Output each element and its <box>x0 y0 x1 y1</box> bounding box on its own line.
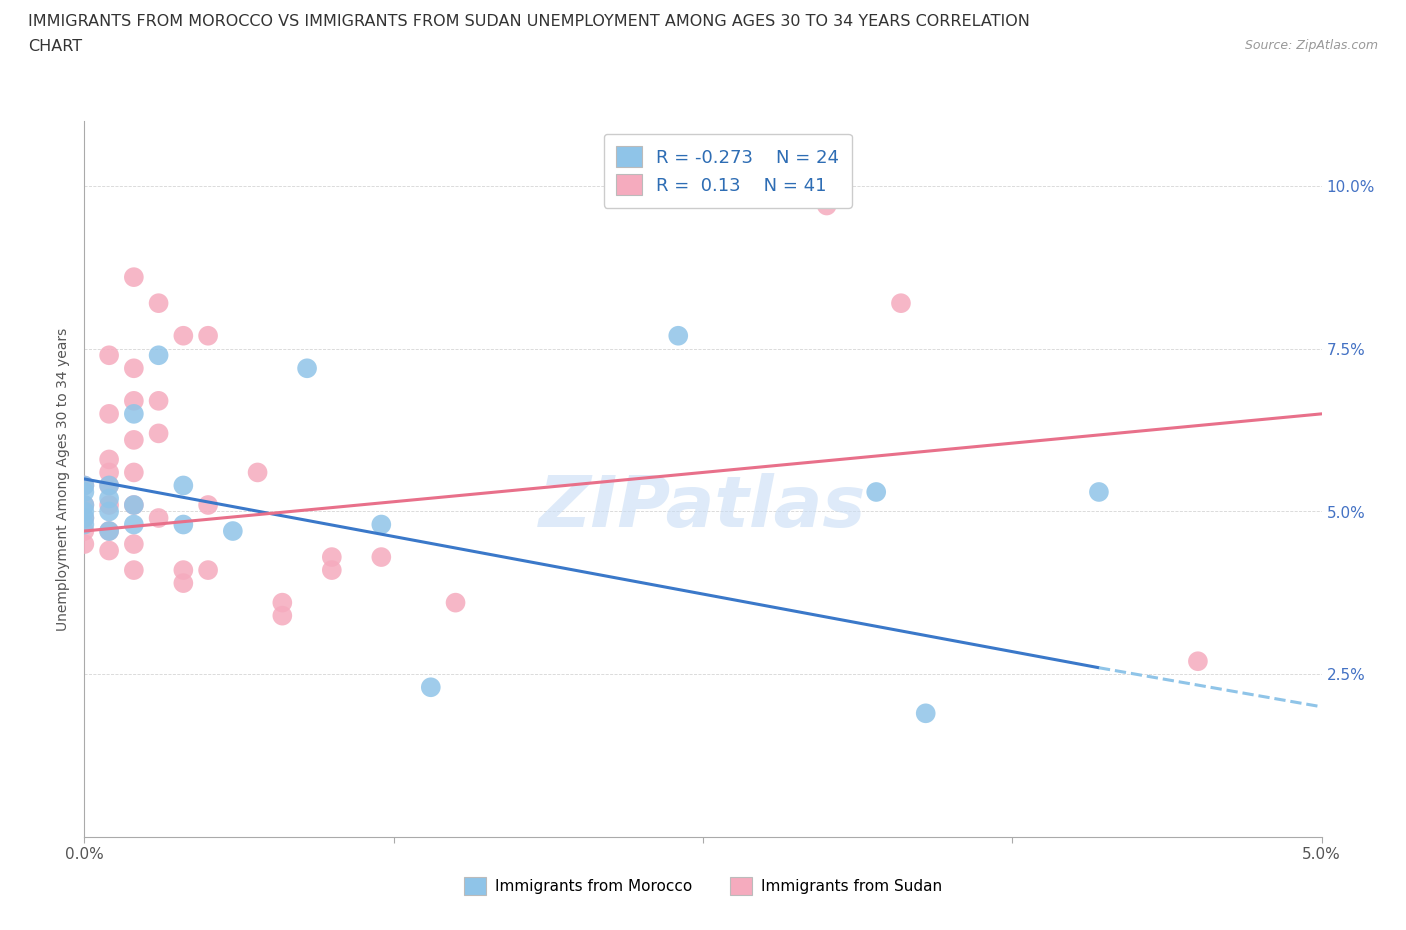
Point <box>98 498 121 512</box>
Point <box>73 511 96 525</box>
Point <box>271 608 294 623</box>
Point <box>122 517 145 532</box>
Point <box>122 498 145 512</box>
Point <box>172 563 194 578</box>
Point <box>122 465 145 480</box>
Point <box>73 517 96 532</box>
Point <box>148 393 170 408</box>
Point <box>73 478 96 493</box>
Point <box>73 504 96 519</box>
Point <box>98 543 121 558</box>
Point <box>98 452 121 467</box>
Point <box>73 537 96 551</box>
Point <box>73 511 96 525</box>
Point <box>122 498 145 512</box>
Point <box>370 550 392 565</box>
Text: IMMIGRANTS FROM MOROCCO VS IMMIGRANTS FROM SUDAN UNEMPLOYMENT AMONG AGES 30 TO 3: IMMIGRANTS FROM MOROCCO VS IMMIGRANTS FR… <box>28 14 1031 29</box>
Point <box>98 478 121 493</box>
Point <box>197 328 219 343</box>
Point <box>98 478 121 493</box>
Point <box>197 563 219 578</box>
Point <box>122 361 145 376</box>
Point <box>295 361 318 376</box>
Point <box>122 537 145 551</box>
Point <box>666 328 689 343</box>
Point <box>73 498 96 512</box>
Y-axis label: Unemployment Among Ages 30 to 34 years: Unemployment Among Ages 30 to 34 years <box>56 327 70 631</box>
Text: Source: ZipAtlas.com: Source: ZipAtlas.com <box>1244 39 1378 52</box>
Point <box>222 524 245 538</box>
Point <box>98 465 121 480</box>
Point <box>246 465 269 480</box>
Point <box>98 491 121 506</box>
Point <box>148 511 170 525</box>
Point <box>172 517 194 532</box>
Point <box>73 498 96 512</box>
Point <box>148 296 170 311</box>
Point <box>98 524 121 538</box>
Point <box>172 576 194 591</box>
Point <box>1187 654 1209 669</box>
Point <box>321 563 343 578</box>
Point <box>148 348 170 363</box>
Text: ZIPatlas: ZIPatlas <box>540 473 866 542</box>
Point <box>172 328 194 343</box>
Point <box>321 550 343 565</box>
Point <box>122 563 145 578</box>
Point <box>914 706 936 721</box>
Point <box>73 478 96 493</box>
Point <box>271 595 294 610</box>
Point <box>1088 485 1111 499</box>
Point <box>122 393 145 408</box>
Point <box>122 270 145 285</box>
Point <box>444 595 467 610</box>
Point <box>73 524 96 538</box>
Point <box>890 296 912 311</box>
Point <box>419 680 441 695</box>
Legend: Immigrants from Morocco, Immigrants from Sudan: Immigrants from Morocco, Immigrants from… <box>458 871 948 901</box>
Point <box>98 348 121 363</box>
Point <box>122 432 145 447</box>
Point <box>172 478 194 493</box>
Point <box>148 426 170 441</box>
Point <box>73 485 96 499</box>
Point <box>98 406 121 421</box>
Point <box>865 485 887 499</box>
Point <box>370 517 392 532</box>
Point <box>815 198 838 213</box>
Point <box>98 524 121 538</box>
Point <box>98 504 121 519</box>
Text: CHART: CHART <box>28 39 82 54</box>
Point <box>197 498 219 512</box>
Point <box>122 406 145 421</box>
